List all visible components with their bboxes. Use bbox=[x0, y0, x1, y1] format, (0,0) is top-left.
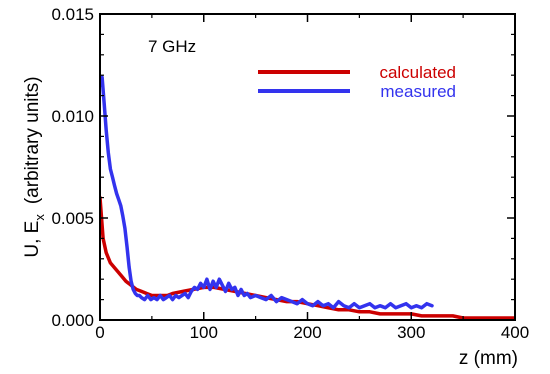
plot-area bbox=[100, 75, 515, 320]
x-tick-label: 200 bbox=[293, 323, 321, 342]
y-axis-title-main: U, E bbox=[22, 221, 43, 258]
y-axis-title-subscript: x bbox=[32, 214, 47, 221]
y-tick-label: 0.000 bbox=[51, 311, 94, 330]
y-axis-title: U, Ex (arbitrary units) bbox=[22, 76, 47, 257]
x-tick-label: 300 bbox=[397, 323, 425, 342]
y-tick-label: 0.010 bbox=[51, 107, 94, 126]
x-axis-title: z (mm) bbox=[459, 348, 518, 369]
y-tick-label: 0.015 bbox=[51, 5, 94, 24]
axes: 0 100 200 300 400 0.000 0.005 0.010 0.015 bbox=[51, 5, 529, 342]
plot-frame bbox=[99, 13, 516, 321]
frequency-annotation: 7 GHz bbox=[148, 37, 196, 56]
y-tick-label: 0.005 bbox=[51, 209, 94, 228]
legend-label-calculated: calculated bbox=[379, 63, 456, 82]
y-axis-title-suffix: (arbitrary units) bbox=[22, 76, 43, 204]
series-line-measured bbox=[100, 75, 434, 310]
x-tick-label: 400 bbox=[501, 323, 529, 342]
x-tick-label: 100 bbox=[190, 323, 218, 342]
x-tick-label: 0 bbox=[95, 323, 104, 342]
legend-label-measured: measured bbox=[380, 82, 456, 101]
